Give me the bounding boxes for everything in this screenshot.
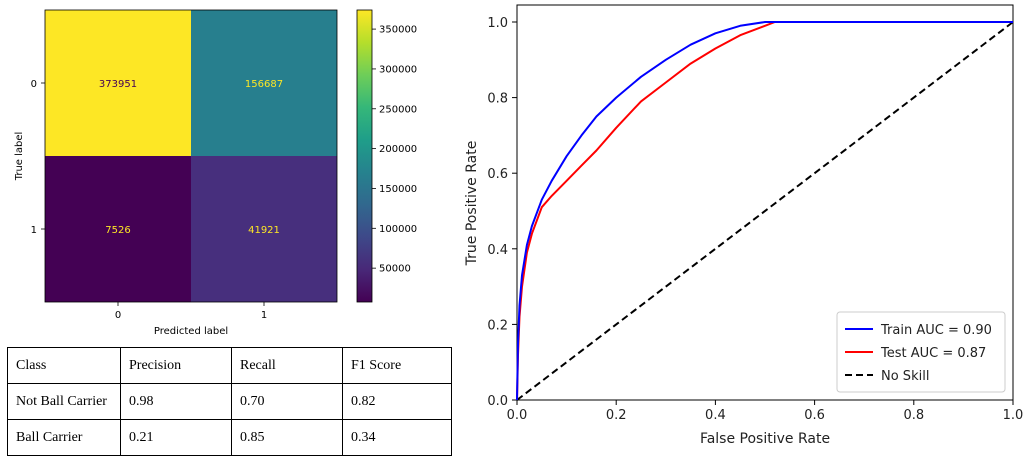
- series-line-2: [516, 21, 1014, 401]
- x-tick-label: 0.4: [705, 408, 726, 423]
- colorbar-tick-label: 200000: [379, 144, 417, 155]
- series-line-1: [516, 21, 1013, 401]
- y-tick-label: 0.2: [487, 318, 508, 333]
- x-tick-label: 0.8: [903, 408, 924, 423]
- colorbar-tick-label: 350000: [379, 25, 417, 36]
- x-tick-label: 1: [261, 310, 267, 321]
- y-axis-label: True Positive Rate: [464, 141, 480, 267]
- x-tick-label: 1.0: [1003, 408, 1024, 423]
- y-tick-label: 0: [31, 79, 37, 90]
- header-precision: Precision: [120, 347, 232, 384]
- y-tick-label: 1.0: [487, 16, 508, 31]
- legend-label: Test AUC = 0.87: [880, 346, 986, 361]
- legend-label: No Skill: [881, 369, 929, 384]
- metrics-table: Class Precision Recall F1 Score Not Ball…: [7, 347, 452, 456]
- y-axis-label: True label: [14, 132, 25, 182]
- cell-value-label: 373951: [99, 79, 137, 90]
- cell-value-label: 41921: [248, 225, 280, 236]
- cell-recall: 0.70: [231, 383, 343, 420]
- y-tick-label: 1: [31, 225, 37, 236]
- cell-class: Not Ball Carrier: [7, 383, 121, 420]
- table-header-row: Class Precision Recall F1 Score: [7, 347, 452, 384]
- header-f1-score: F1 Score: [342, 347, 452, 384]
- x-tick-label: 0.2: [606, 408, 627, 423]
- colorbar-tick-label: 100000: [379, 224, 417, 235]
- cell-f1-score: 0.34: [342, 419, 452, 456]
- cell-class: Ball Carrier: [7, 419, 121, 456]
- matrix-frame: [44, 9, 338, 303]
- header-class: Class: [7, 347, 121, 384]
- cell-recall: 0.85: [231, 419, 343, 456]
- table-row: Not Ball Carrier 0.98 0.70 0.82: [7, 383, 452, 420]
- x-tick-label: 0: [115, 310, 121, 321]
- x-axis-label: False Positive Rate: [700, 431, 830, 447]
- colorbar-tick-label: 150000: [379, 184, 417, 195]
- cell-value-label: 7526: [105, 225, 130, 236]
- y-tick-label: 0.4: [487, 243, 508, 258]
- y-tick-label: 0.6: [487, 167, 508, 182]
- x-tick-label: 0.6: [804, 408, 825, 423]
- plot-frame: [516, 4, 1014, 401]
- x-tick-label: 0.0: [507, 408, 528, 423]
- header-recall: Recall: [231, 347, 343, 384]
- confusion-cell: [191, 156, 337, 302]
- colorbar-tick-label: 300000: [379, 64, 417, 75]
- legend-label: Train AUC = 0.90: [880, 323, 992, 338]
- roc-curve-chart: 0.0 0.2 0.4 0.6 0.8 1.0 0.0 0.2 0.4 0.6 0.8 1.0 Fals…: [464, 4, 1024, 447]
- x-axis-label: Predicted label: [154, 326, 228, 337]
- y-tick-label: 0.8: [487, 92, 508, 107]
- cell-value-label: 156687: [245, 79, 283, 90]
- legend-box: [836, 311, 1006, 393]
- table-row: Ball Carrier 0.21 0.85 0.34: [7, 419, 452, 456]
- cell-f1-score: 0.82: [342, 383, 452, 420]
- colorbar-tick-label: 50000: [379, 264, 411, 275]
- series-line-0: [516, 21, 1013, 401]
- confusion-cell: [45, 10, 191, 156]
- confusion-matrix-chart: 373951 156687 7526 41921 0 1 0 1 Predicted label…: [14, 9, 417, 337]
- y-tick-label: 0.0: [487, 394, 508, 409]
- confusion-cell: [191, 10, 337, 156]
- confusion-cell: [45, 156, 191, 302]
- cell-precision: 0.21: [120, 419, 232, 456]
- cell-precision: 0.98: [120, 383, 232, 420]
- colorbar: [356, 9, 373, 303]
- colorbar-tick-label: 250000: [379, 104, 417, 115]
